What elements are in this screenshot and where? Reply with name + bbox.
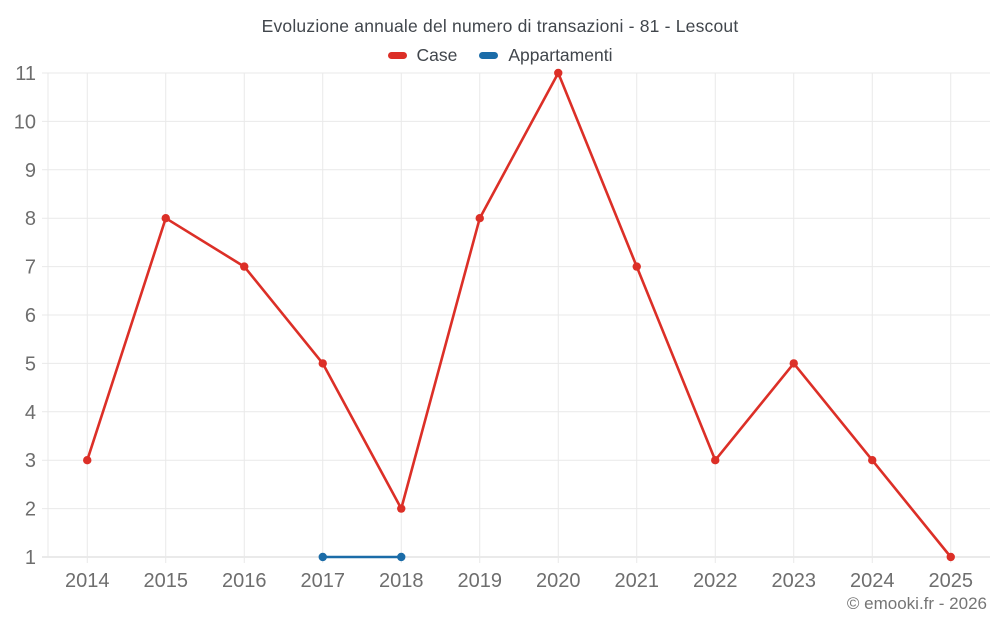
x-axis-tick-label: 2025 [929, 570, 974, 592]
y-axis-tick-label: 8 [25, 208, 36, 230]
x-axis-tick-label: 2023 [772, 570, 817, 592]
x-axis-tick-label: 2024 [850, 570, 895, 592]
data-point-appartamenti[interactable] [318, 552, 327, 562]
data-point-case[interactable] [318, 359, 327, 368]
data-point-case[interactable] [789, 359, 798, 368]
y-axis-tick-label: 7 [25, 257, 36, 279]
data-point-case[interactable] [554, 68, 563, 78]
legend-item-appartamenti[interactable]: Appartamenti [479, 45, 612, 66]
data-point-case[interactable] [632, 262, 641, 271]
series-line-case [85, 71, 953, 559]
data-point-case[interactable] [83, 456, 92, 465]
appartamenti-series-swatch-icon [479, 51, 499, 59]
x-axis-tick-label: 2016 [222, 570, 267, 592]
x-axis-tick-label: 2022 [693, 570, 738, 592]
x-axis-tick-label: 2014 [65, 570, 110, 592]
data-point-case[interactable] [868, 456, 877, 465]
legend-label-appartamenti: Appartamenti [508, 44, 613, 65]
case-series-swatch-icon [387, 51, 407, 59]
y-axis-tick-label: 9 [25, 160, 36, 182]
y-axis-tick-label: 1 [25, 547, 36, 569]
data-point-case[interactable] [946, 552, 955, 562]
data-point-case[interactable] [475, 214, 484, 223]
y-axis-tick-label: 10 [14, 111, 36, 133]
y-axis-tick-label: 6 [25, 305, 36, 327]
y-axis-tick-label: 3 [25, 450, 36, 472]
y-axis-tick-label: 5 [25, 353, 36, 375]
y-axis-tick-label: 4 [25, 402, 36, 424]
legend-label-case: Case [416, 44, 458, 65]
chart-legend: Case Appartamenti [0, 44, 1000, 66]
data-point-case[interactable] [397, 504, 406, 513]
x-axis-tick-label: 2018 [379, 570, 424, 592]
data-point-appartamenti[interactable] [397, 552, 406, 562]
y-axis-tick-label: 2 [25, 499, 36, 521]
data-point-case[interactable] [711, 456, 720, 465]
chart-title: Evoluzione annuale del numero di transaz… [261, 16, 739, 36]
x-axis-tick-label: 2020 [536, 570, 581, 592]
y-axis-tick-label: 11 [15, 63, 36, 85]
x-axis-tick-label: 2017 [301, 570, 346, 592]
x-axis-tick-label: 2021 [615, 570, 660, 592]
x-axis-tick-label: 2019 [458, 570, 503, 592]
legend-item-case[interactable]: Case [387, 44, 458, 66]
data-point-case[interactable] [240, 262, 249, 271]
copyright-text: © emooki.fr - 2026 [846, 594, 987, 613]
data-point-case[interactable] [161, 214, 170, 223]
x-axis-tick-label: 2015 [144, 570, 189, 592]
